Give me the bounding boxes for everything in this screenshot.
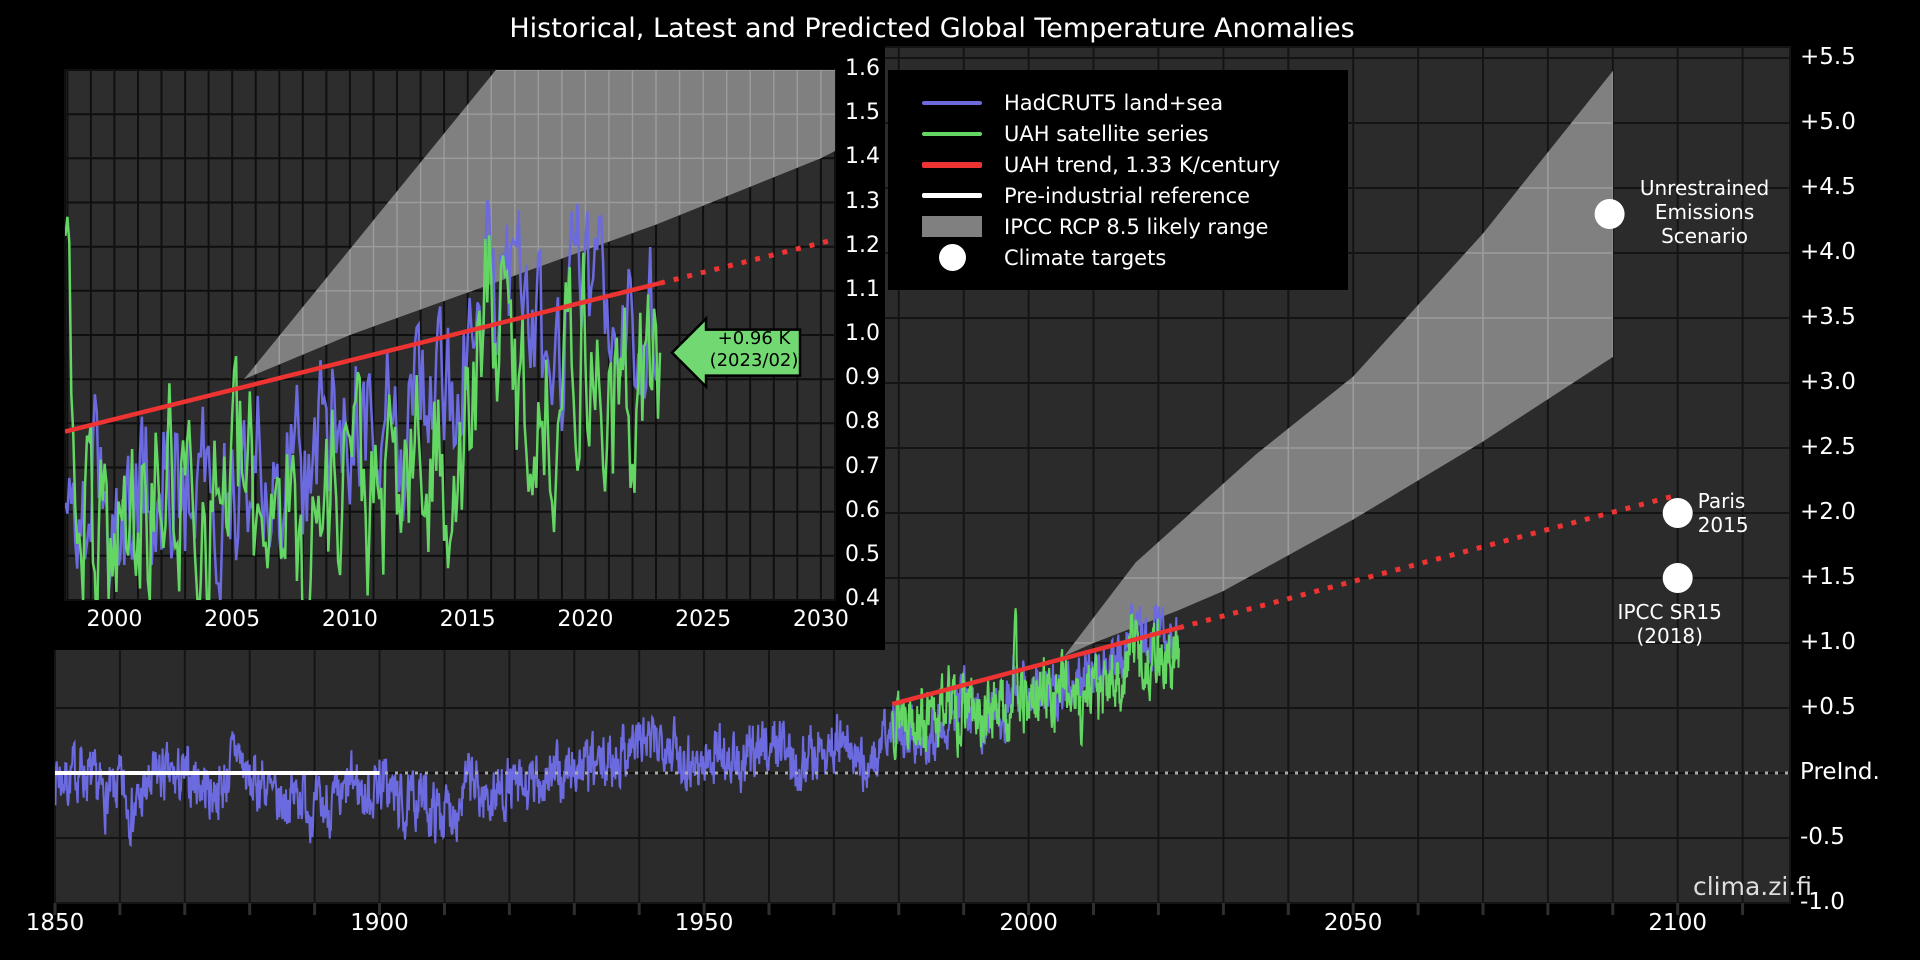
latest-value-annotation: +0.96 K (2023/02) xyxy=(706,328,802,372)
legend-item-0: HadCRUT5 land+sea xyxy=(922,87,1348,118)
uah-line-main xyxy=(891,608,1180,761)
ipcc-band-main xyxy=(1064,71,1613,656)
uah-trend-line-main xyxy=(891,625,1180,707)
legend-label: UAH trend, 1.33 K/century xyxy=(1004,152,1281,177)
legend-swatch-line xyxy=(922,161,982,168)
climate-target-dot-1 xyxy=(1662,498,1693,528)
legend-label: HadCRUT5 land+sea xyxy=(1004,90,1224,115)
climate-target-dot-0 xyxy=(1594,199,1625,229)
climate-target-dot-2 xyxy=(1662,563,1693,593)
legend-swatch-line xyxy=(922,100,982,105)
legend-label: UAH satellite series xyxy=(1004,121,1209,146)
main-axis-ticks xyxy=(53,903,1745,915)
legend-label: IPCC RCP 8.5 likely range xyxy=(1004,214,1269,239)
climate-target-dots xyxy=(1594,199,1693,593)
uah-trend-line-inset xyxy=(65,280,661,434)
uah-trend-extrapolation-main xyxy=(1178,492,1679,631)
legend-swatch-line xyxy=(922,193,982,198)
chart-title: Historical, Latest and Predicted Global … xyxy=(509,13,1355,44)
legend-item-4: IPCC RCP 8.5 likely range xyxy=(922,211,1348,242)
legend-swatch-patch xyxy=(922,216,982,237)
legend-swatch-circle xyxy=(922,244,982,271)
uah-line-inset xyxy=(65,216,662,600)
ipcc-band-inset xyxy=(244,70,835,380)
legend-item-2: UAH trend, 1.33 K/century xyxy=(922,149,1348,180)
latest-value-text: +0.96 K xyxy=(717,328,791,349)
legend: HadCRUT5 land+sea UAH satellite series UAH… xyxy=(888,70,1348,290)
watermark: clima.zi.fi xyxy=(1692,872,1812,901)
latest-value-date: (2023/02) xyxy=(709,350,799,371)
uah-trend-extrapolation-inset xyxy=(659,237,835,286)
legend-item-1: UAH satellite series xyxy=(922,118,1348,149)
legend-item-5: Climate targets xyxy=(922,242,1348,273)
legend-label: Pre-industrial reference xyxy=(1004,183,1251,208)
legend-item-3: Pre-industrial reference xyxy=(922,180,1348,211)
legend-label: Climate targets xyxy=(1004,245,1167,270)
legend-swatch-line xyxy=(922,131,982,136)
latest-value-arrow xyxy=(670,315,802,390)
